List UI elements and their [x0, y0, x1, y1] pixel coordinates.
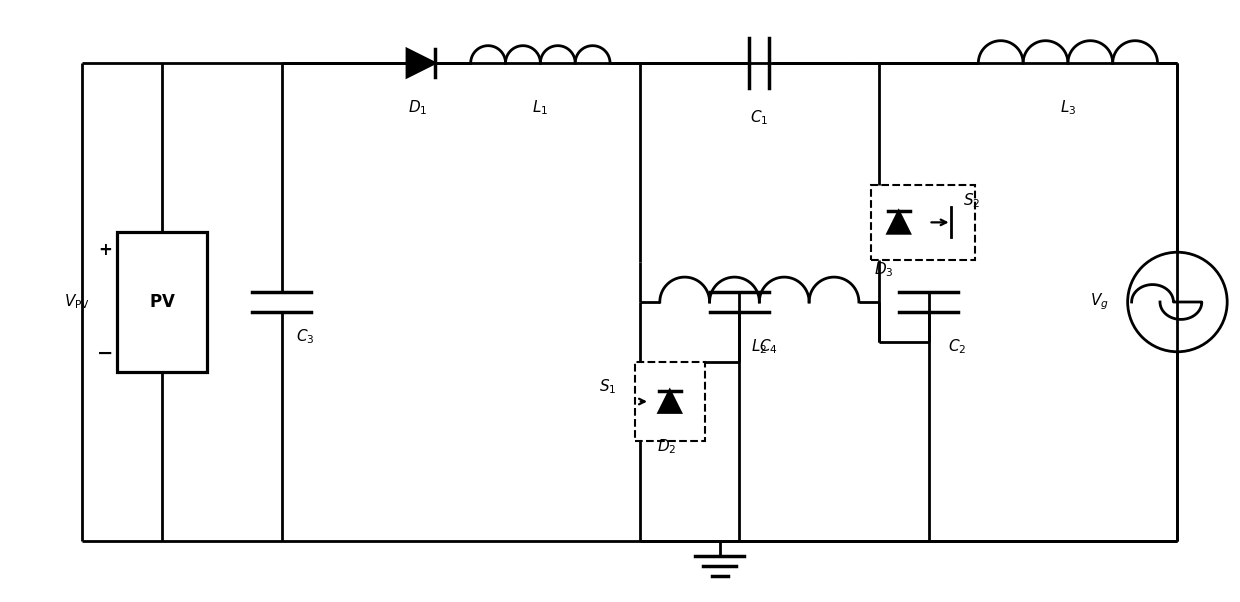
- Polygon shape: [658, 391, 681, 412]
- Text: $C_2$: $C_2$: [949, 338, 967, 356]
- Text: $V_g$: $V_g$: [1090, 292, 1109, 312]
- Text: $L_2$: $L_2$: [751, 338, 768, 356]
- Bar: [118, 232, 207, 371]
- Text: $L_3$: $L_3$: [1060, 99, 1076, 117]
- Text: $L_1$: $L_1$: [532, 99, 548, 117]
- Text: $D_2$: $D_2$: [657, 437, 677, 456]
- Polygon shape: [888, 211, 910, 234]
- Polygon shape: [407, 49, 435, 77]
- Text: $C_3$: $C_3$: [296, 327, 315, 346]
- Text: $\mathbf{PV}$: $\mathbf{PV}$: [149, 293, 176, 311]
- Text: +: +: [98, 241, 113, 259]
- Text: $C_1$: $C_1$: [750, 108, 769, 127]
- Text: $V_\mathrm{PV}$: $V_\mathrm{PV}$: [64, 293, 91, 311]
- Text: $D_1$: $D_1$: [408, 99, 428, 117]
- Text: $C_4$: $C_4$: [759, 338, 779, 356]
- Text: $S_1$: $S_1$: [599, 377, 616, 396]
- Text: $S_2$: $S_2$: [962, 191, 980, 210]
- Text: −: −: [97, 344, 114, 363]
- Text: $D_3$: $D_3$: [874, 261, 894, 279]
